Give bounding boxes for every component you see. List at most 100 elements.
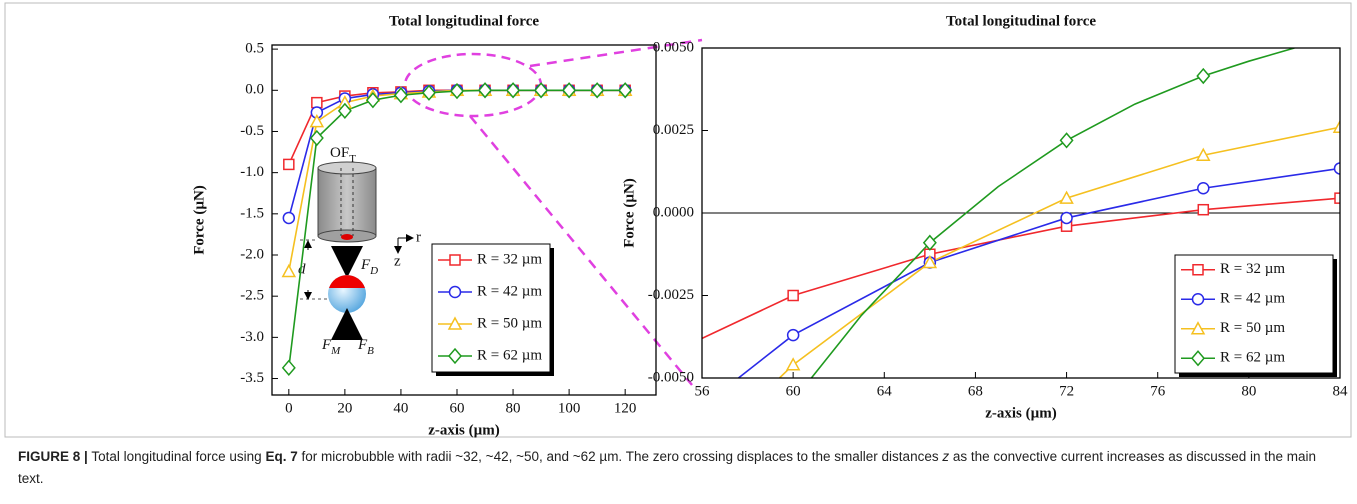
y-tick-label: -0.0025 [648, 287, 694, 303]
marker [922, 234, 937, 251]
fiber-top [317, 161, 377, 175]
y-axis-label: Force (µN) [621, 178, 637, 248]
marker [448, 347, 462, 365]
y-tick-label: 0.0000 [653, 204, 694, 220]
y-tick-label: 0.0050 [653, 39, 694, 55]
chart-title: Total longitudinal force [946, 13, 1096, 29]
marker [447, 316, 463, 330]
legend-label: R = 42 µm [477, 283, 542, 299]
x-tick-label: 100 [558, 400, 581, 416]
caption-text: Total longitudinal force using [91, 449, 262, 464]
x-tick-label: 0 [285, 400, 293, 416]
inset-label: z [394, 253, 401, 269]
marker [283, 158, 295, 171]
y-tick-label: -3.5 [240, 370, 264, 386]
figure: OFT FD d z r FM FB Total longitudinal fo… [4, 2, 1352, 438]
marker [449, 254, 461, 266]
y-tick-label: -0.0050 [648, 369, 694, 385]
marker [448, 285, 462, 299]
x-tick-label: 68 [968, 383, 983, 399]
marker [281, 263, 297, 278]
x-axis-label: z-axis (µm) [428, 422, 500, 438]
bubble-cap [329, 275, 365, 288]
marker [562, 82, 577, 99]
fiber-body [317, 167, 377, 237]
plot-frame [271, 44, 657, 396]
x-tick-label: 20 [337, 400, 352, 416]
marker [1332, 119, 1340, 133]
y-tick-label: -2.0 [240, 246, 264, 262]
x-tick-label: 120 [614, 400, 637, 416]
plot-area [702, 48, 1340, 378]
caption-var: z [942, 449, 950, 464]
inset-label: OFT [330, 145, 356, 164]
x-tick-label: 80 [506, 400, 521, 416]
marker [282, 211, 296, 225]
inset-label: FD [360, 257, 378, 276]
marker [1059, 190, 1074, 204]
legend-label: R = 32 µm [477, 251, 542, 267]
inset-text: F [321, 337, 332, 353]
inset-label: FB [357, 337, 374, 356]
plot-area [281, 82, 633, 376]
marker [618, 82, 633, 99]
marker [1333, 162, 1340, 175]
figure-border [4, 2, 1352, 438]
marker [1196, 67, 1211, 85]
legend-label: R = 62 µm [477, 347, 542, 363]
marker [506, 82, 521, 99]
marker [337, 102, 352, 120]
caption-text: for microbubble with radii ~32, ~42, ~50… [301, 449, 939, 464]
marker [785, 357, 801, 371]
marker [1059, 132, 1074, 149]
y-tick-label: -1.5 [240, 205, 264, 221]
chart-title: Total longitudinal force [389, 13, 539, 29]
marker [1191, 350, 1205, 367]
legend-label: R = 62 µm [1220, 350, 1285, 366]
y-tick-label: 0.5 [245, 41, 264, 57]
marker [534, 82, 549, 99]
marker [1197, 203, 1210, 216]
x-tick-label: 72 [1059, 383, 1074, 399]
y-tick-label: -2.5 [240, 288, 264, 304]
marker [1060, 211, 1073, 225]
marker [450, 82, 464, 100]
marker [1196, 147, 1211, 161]
marker [1192, 264, 1204, 276]
marker [478, 82, 493, 99]
marker [311, 96, 323, 109]
caption-eq: Eq. 7 [265, 449, 298, 464]
x-tick-label: 80 [1241, 383, 1256, 399]
inset-sub: D [369, 265, 378, 277]
legend-label: R = 32 µm [1220, 261, 1285, 277]
caption-label: FIGURE 8 | [18, 449, 88, 464]
marker [1197, 182, 1210, 195]
x-tick-label: 60 [449, 400, 464, 416]
x-tick-label: 64 [877, 383, 893, 399]
legend-label: R = 50 µm [477, 315, 542, 331]
legend-label: R = 50 µm [1220, 320, 1285, 336]
plot-frame [701, 47, 1341, 379]
fiber-spot [341, 234, 353, 240]
zoom-line [529, 38, 703, 68]
x-tick-label: 84 [1333, 383, 1349, 399]
marker [281, 359, 296, 376]
inset-sub: T [349, 153, 356, 165]
caption: FIGURE 8 | Total longitudinal force usin… [18, 446, 1338, 490]
y-tick-label: 0.0025 [653, 122, 694, 138]
y-tick-label: -1.0 [240, 164, 264, 180]
inset-sub: M [330, 345, 341, 357]
x-axis-label: z-axis (µm) [985, 405, 1057, 421]
marker [1191, 293, 1205, 306]
inset-diagram: OFT FD d z r FM FB [298, 145, 421, 356]
marker [590, 82, 605, 99]
legend-label: R = 42 µm [1220, 291, 1285, 307]
inset-sub: B [367, 345, 374, 357]
caption-text: as the convective current increases as d… [18, 449, 1317, 486]
x-tick-label: 60 [786, 383, 801, 399]
marker [393, 87, 408, 104]
marker [1190, 321, 1206, 335]
marker [922, 254, 938, 269]
marker [421, 84, 436, 101]
